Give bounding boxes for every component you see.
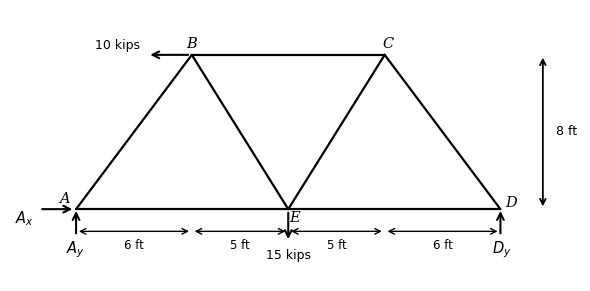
Text: 10 kips: 10 kips: [95, 39, 140, 52]
Text: A: A: [59, 191, 70, 205]
Text: 5 ft: 5 ft: [327, 239, 346, 252]
Text: D: D: [505, 196, 517, 210]
Text: $D_y$: $D_y$: [491, 239, 511, 260]
Text: 6 ft: 6 ft: [432, 239, 453, 252]
Text: 5 ft: 5 ft: [230, 239, 250, 252]
Text: C: C: [382, 37, 393, 51]
Text: $A_x$: $A_x$: [15, 210, 34, 228]
Text: 15 kips: 15 kips: [266, 249, 311, 262]
Text: 8 ft: 8 ft: [556, 125, 578, 139]
Text: $A_y$: $A_y$: [65, 239, 84, 260]
Text: E: E: [290, 211, 300, 225]
Text: 6 ft: 6 ft: [124, 239, 144, 252]
Text: B: B: [186, 37, 197, 51]
